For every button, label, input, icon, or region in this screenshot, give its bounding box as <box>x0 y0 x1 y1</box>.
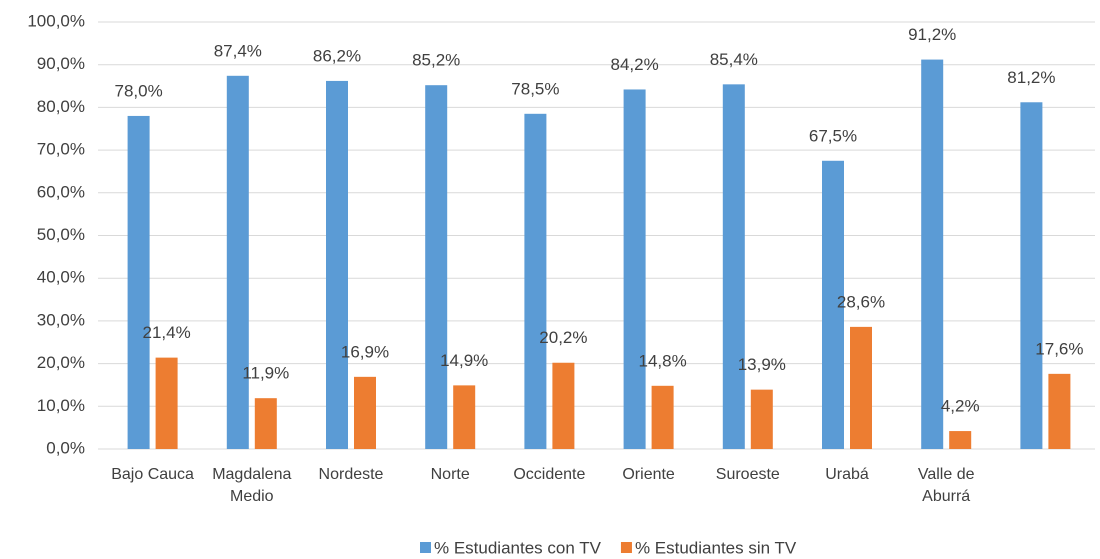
data-label: 81,2% <box>1007 68 1055 87</box>
bar <box>921 59 944 450</box>
bar <box>425 85 448 450</box>
y-tick-label: 80,0% <box>37 97 85 116</box>
y-tick-label: 20,0% <box>37 353 85 372</box>
data-label: 17,6% <box>1035 339 1083 358</box>
y-tick-label: 40,0% <box>37 268 85 287</box>
legend-swatch <box>420 542 431 553</box>
data-label: 20,2% <box>539 328 587 347</box>
data-label: 86,2% <box>313 46 361 65</box>
y-tick-label: 60,0% <box>37 182 85 201</box>
legend-swatch <box>620 542 632 553</box>
y-tick-label: 90,0% <box>37 54 85 73</box>
data-label: 11,9% <box>242 364 289 383</box>
x-tick-label: Urabá <box>825 466 869 483</box>
data-label: 85,2% <box>412 51 460 70</box>
x-tick-label: Bajo Cauca <box>111 466 194 483</box>
data-label: 84,2% <box>610 55 658 74</box>
data-label: 21,4% <box>142 323 190 342</box>
bar <box>949 431 972 449</box>
y-tick-label: 0,0% <box>46 438 85 457</box>
x-tick-label: Valle de Aburrá <box>917 466 975 505</box>
bar <box>1020 102 1043 449</box>
data-label: 67,5% <box>809 126 857 145</box>
bar <box>750 389 773 449</box>
bar <box>524 113 547 450</box>
data-label: 28,6% <box>837 292 885 311</box>
data-label: 87,4% <box>214 41 262 60</box>
data-label: 91,2% <box>908 25 956 44</box>
x-tick-label: Oriente <box>622 466 675 483</box>
x-tick-label: Occidente <box>513 466 586 483</box>
bar <box>552 362 575 449</box>
bar <box>623 89 646 449</box>
data-label: 14,9% <box>440 351 488 370</box>
y-tick-label: 70,0% <box>37 140 85 159</box>
y-tick-label: 100,0% <box>27 11 85 30</box>
bar <box>354 376 376 449</box>
data-label: 85,4% <box>710 50 758 69</box>
bar <box>1048 373 1071 449</box>
bar <box>822 160 844 449</box>
bar <box>254 398 277 449</box>
bar <box>155 357 178 449</box>
data-label: 14,8% <box>638 351 686 370</box>
x-tick-label: Suroeste <box>715 466 780 483</box>
y-tick-label: 50,0% <box>37 225 85 244</box>
bar <box>651 385 674 449</box>
data-label: 16,9% <box>341 342 389 361</box>
legend-label: % Estudiantes con TV <box>434 538 602 557</box>
x-tick-label: Norte <box>430 466 470 483</box>
data-label: 4,2% <box>941 397 980 416</box>
y-tick-label: 30,0% <box>37 310 85 329</box>
data-label: 78,0% <box>114 81 162 100</box>
x-tick-label: Magdalena Medio <box>212 466 292 505</box>
bar <box>722 84 745 449</box>
bar <box>326 80 348 450</box>
legend-label: % Estudiantes sin TV <box>635 538 797 557</box>
bar <box>226 75 249 449</box>
y-tick-label: 10,0% <box>37 396 85 415</box>
bar <box>453 385 476 449</box>
bar <box>850 326 872 449</box>
data-label: 13,9% <box>738 355 786 374</box>
x-tick-label: Nordeste <box>318 466 384 483</box>
data-label: 78,5% <box>511 79 559 98</box>
bar <box>127 115 150 449</box>
